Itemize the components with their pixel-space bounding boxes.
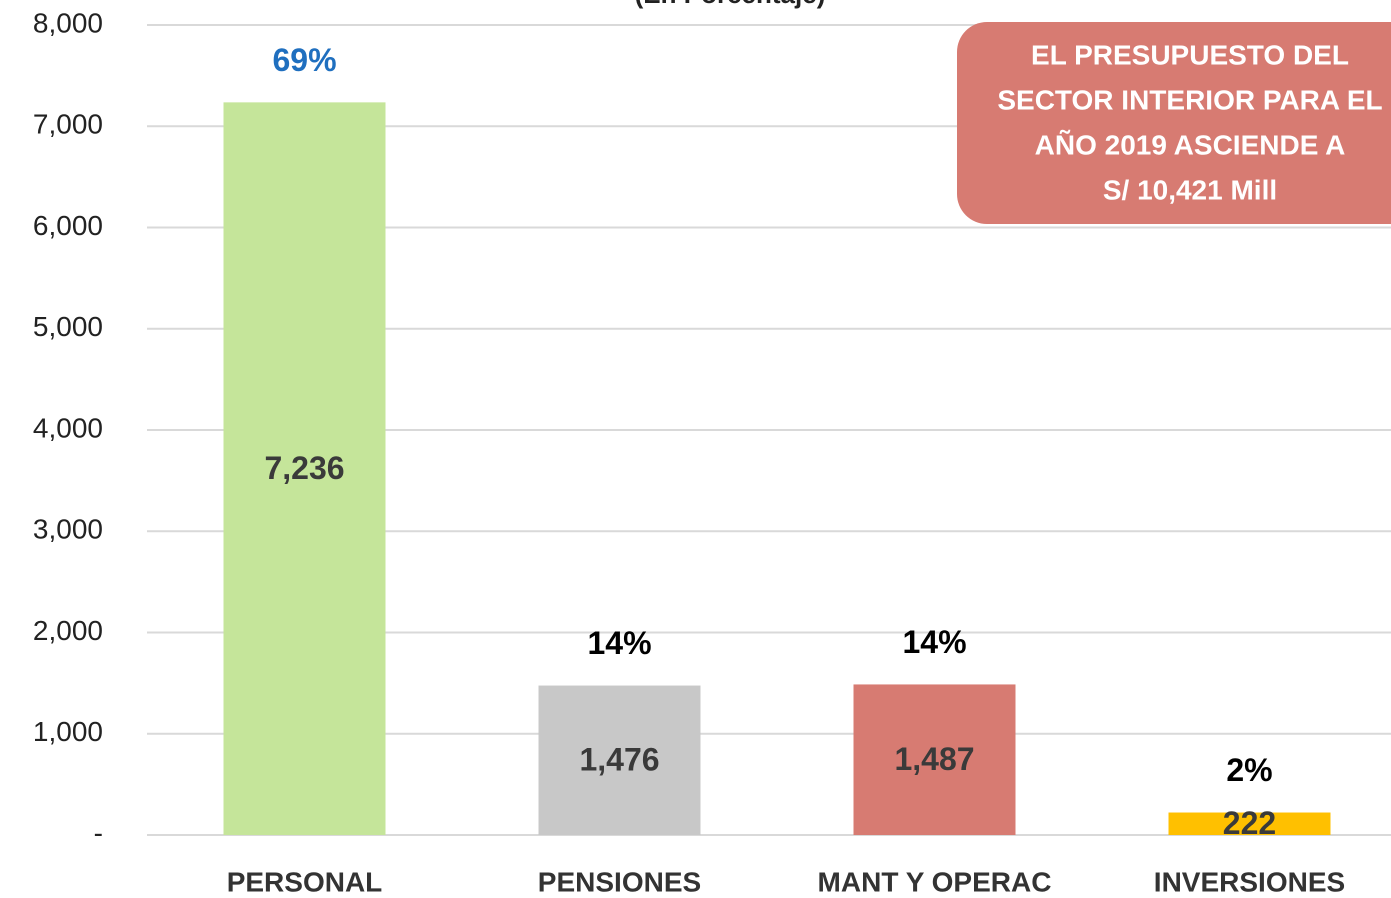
share-label: 14% (587, 625, 651, 661)
annotation-line: S/ 10,421 Mill (1103, 174, 1277, 205)
x-tick-label: MANT Y OPERAC (818, 866, 1052, 897)
value-label: 1,487 (894, 741, 974, 777)
bar (538, 685, 701, 835)
share-label: 69% (272, 42, 336, 78)
y-tick-label: 4,000 (33, 412, 103, 443)
y-tick-label: 3,000 (33, 514, 103, 545)
bar (853, 684, 1016, 835)
annotation-line: EL PRESUPUESTO DEL (1031, 39, 1349, 70)
y-tick-label: 8,000 (33, 7, 103, 38)
share-label: 14% (902, 624, 966, 660)
share-label: 2% (1226, 752, 1272, 788)
y-tick-label: 6,000 (33, 210, 103, 241)
value-label: 7,236 (264, 450, 344, 486)
x-tick-label: PENSIONES (538, 866, 701, 897)
annotation-line: SECTOR INTERIOR PARA EL (997, 84, 1382, 115)
value-label: 1,476 (579, 742, 659, 778)
value-label: 222 (1223, 805, 1276, 841)
chart-subtitle: (En Porcentaje) (635, 0, 826, 9)
y-tick-label: - (94, 817, 103, 848)
x-tick-label: INVERSIONES (1154, 866, 1345, 897)
y-tick-label: 2,000 (33, 615, 103, 646)
y-tick-label: 7,000 (33, 109, 103, 140)
x-tick-label: PERSONAL (227, 866, 383, 897)
y-tick-label: 5,000 (33, 311, 103, 342)
y-tick-label: 1,000 (33, 716, 103, 747)
bar (1168, 812, 1331, 835)
annotation-line: AÑO 2019 ASCIENDE A (1035, 129, 1346, 160)
annotation-box (957, 22, 1391, 224)
bar (223, 102, 386, 836)
